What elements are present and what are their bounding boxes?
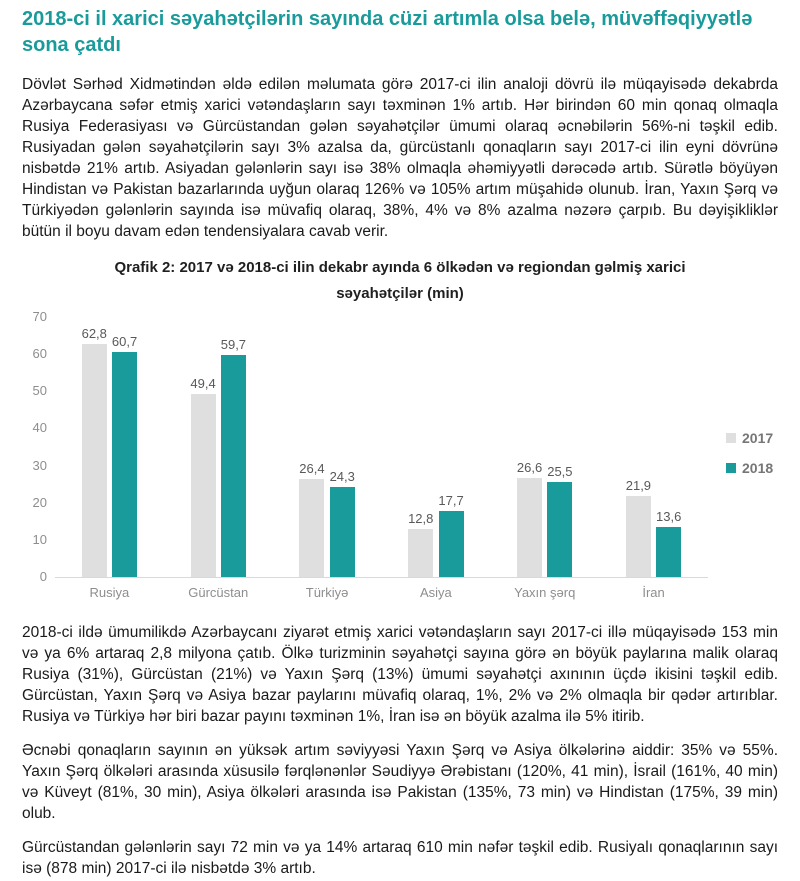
bar-unit-2018: 60,7 — [112, 334, 137, 577]
paragraph-georgia-russia: Gürcüstandan gələnlərin sayı 72 min və y… — [22, 839, 778, 877]
y-axis-tick: 0 — [39, 569, 47, 584]
bar-unit-2017: 12,8 — [408, 511, 433, 577]
y-axis-tick: 70 — [32, 309, 47, 324]
bar-unit-2018: 25,5 — [547, 464, 573, 577]
bar-unit-2018: 13,6 — [656, 508, 682, 577]
bar-value-label: 26,6 — [516, 460, 543, 476]
legend-label: 2018 — [742, 460, 774, 476]
paragraph-growth: Əcnəbi qonaqların sayının ən yüksək artı… — [22, 742, 778, 822]
plot-area: 62,8 60,7 49,4 59,7 26,4 24,3 12,8 17,7 26,6 25,5… — [55, 317, 708, 578]
bar-group: 26,6 25,5 — [490, 317, 599, 577]
bar-2018 — [438, 511, 464, 577]
bar-unit-2017: 26,6 — [517, 460, 542, 577]
bar-2017 — [625, 495, 651, 577]
y-axis-tick: 30 — [32, 457, 47, 473]
y-axis: 0 10 20 30 40 50 60 70 — [22, 310, 55, 584]
bar-value-label: 24,3 — [329, 468, 355, 484]
bar-value-label: 21,9 — [625, 477, 652, 493]
paragraph-intro: Dövlət Sərhəd Xidmətindən əldə edilən mə… — [22, 76, 778, 240]
chart-legend: 2017 2018 — [708, 317, 778, 600]
bar-unit-2017: 49,4 — [190, 375, 216, 577]
legend-item-2018: 2018 — [726, 460, 778, 476]
bar-2018 — [656, 526, 682, 577]
bar-unit-2018: 24,3 — [330, 469, 355, 577]
y-axis-tick: 10 — [32, 531, 47, 547]
x-axis-label: Rusiya — [89, 585, 130, 600]
bar-unit-2017: 21,9 — [626, 478, 651, 577]
x-axis-label: Türkiyə — [305, 585, 349, 600]
bar-group: 62,8 60,7 — [55, 317, 164, 577]
bar-value-label: 25,5 — [547, 464, 573, 480]
bar-value-label: 60,7 — [111, 333, 138, 349]
bar-value-label: 59,7 — [220, 337, 247, 353]
bar-value-label: 26,4 — [299, 460, 325, 476]
bar-2017 — [517, 478, 543, 577]
bar-2017 — [299, 478, 325, 577]
x-axis-label: İran — [642, 585, 665, 600]
bar-value-label: 12,8 — [408, 511, 434, 527]
bar-2017 — [81, 343, 107, 577]
x-axis-label: Gürcüstan — [188, 585, 249, 600]
y-axis-tick: 20 — [32, 494, 47, 510]
bar-unit-2017: 26,4 — [299, 460, 325, 577]
legend-swatch-icon — [726, 433, 736, 443]
y-axis-tick: 60 — [32, 346, 47, 362]
legend-item-2017: 2017 — [726, 430, 778, 446]
x-axis: Rusiya Gürcüstan Türkiyə Asiya Yaxın şərq İra… — [55, 578, 708, 600]
plot-wrap: 62,8 60,7 49,4 59,7 26,4 24,3 12,8 17,7 26,6 25,5… — [55, 317, 708, 600]
chart-canvas: 0 10 20 30 40 50 60 70 62,8 60,7 49,4 59,7 26,4 24,3… — [22, 310, 778, 601]
bar-value-label: 62,8 — [81, 325, 107, 341]
y-axis-tick: 50 — [32, 383, 47, 399]
x-axis-label: Asiya — [420, 585, 452, 600]
legend-swatch-icon — [726, 463, 736, 473]
x-axis-label: Yaxın şərq — [514, 585, 576, 600]
bar-2017 — [408, 529, 434, 577]
bar-value-label: 17,7 — [438, 493, 464, 509]
bar-2018 — [547, 482, 573, 577]
bar-unit-2018: 59,7 — [221, 337, 246, 577]
bar-value-label: 13,6 — [656, 508, 682, 524]
bar-groups: 62,8 60,7 49,4 59,7 26,4 24,3 12,8 17,7 26,6 25,5… — [55, 317, 708, 577]
bar-group: 26,4 24,3 — [273, 317, 382, 577]
legend-label: 2017 — [742, 430, 774, 446]
bar-value-label: 49,4 — [190, 375, 216, 391]
bar-group: 12,8 17,7 — [381, 317, 490, 577]
chart-figure: Qrafik 2: 2017 və 2018-ci ilin dekabr ay… — [22, 255, 778, 600]
chart-title: Qrafik 2: 2017 və 2018-ci ilin dekabr ay… — [114, 259, 686, 302]
bar-unit-2017: 62,8 — [82, 326, 107, 577]
bar-group: 21,9 13,6 — [599, 317, 708, 577]
paragraph-totals: 2018-ci ildə ümumilikdə Azərbaycanı ziya… — [22, 624, 778, 725]
bar-unit-2018: 17,7 — [438, 493, 464, 577]
bar-2017 — [190, 393, 216, 577]
page-title: 2018-ci il xarici səyahətçilərin sayında… — [22, 8, 753, 56]
bar-2018 — [112, 351, 138, 577]
bar-2018 — [329, 486, 355, 577]
y-axis-tick: 40 — [32, 420, 47, 436]
bar-group: 49,4 59,7 — [164, 317, 273, 577]
bar-2018 — [220, 355, 246, 577]
